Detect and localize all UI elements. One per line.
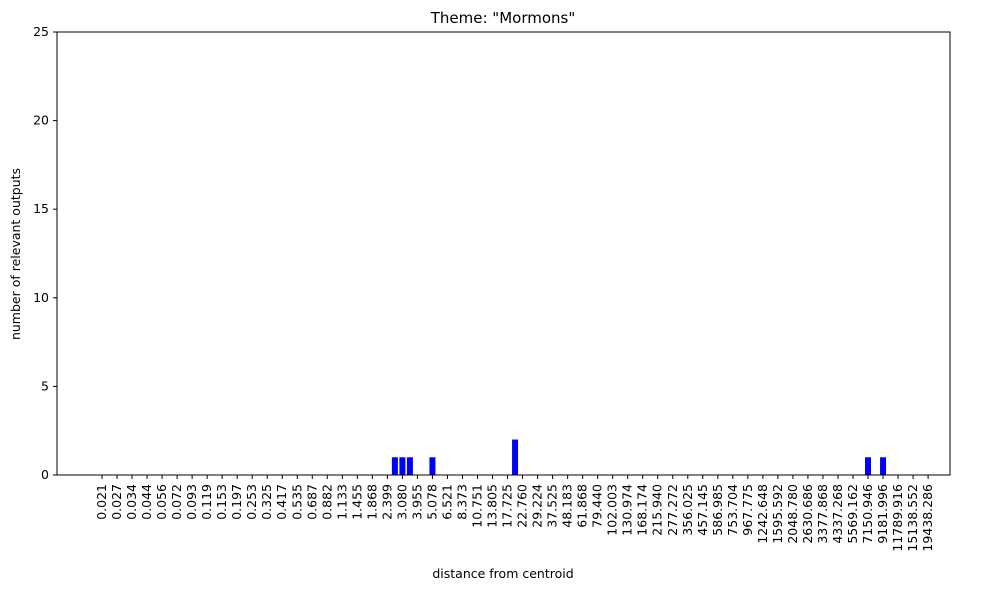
x-tick-label: 8.373 <box>454 484 469 520</box>
x-tick-label: 5569.162 <box>845 484 860 544</box>
x-tick-label: 586.985 <box>710 484 725 536</box>
x-tick-label: 1242.648 <box>755 484 770 544</box>
bar <box>880 457 887 475</box>
x-tick-label: 457.145 <box>695 484 710 536</box>
bar <box>399 457 406 475</box>
x-tick-label: 0.535 <box>289 484 304 520</box>
x-tick-label: 0.056 <box>154 484 169 520</box>
x-tick-label: 168.174 <box>635 484 650 536</box>
x-tick-label: 0.882 <box>319 484 334 520</box>
x-tick-label: 5.078 <box>424 484 439 520</box>
x-tick-label: 3377.868 <box>815 484 830 544</box>
x-tick-label: 2.399 <box>379 484 394 520</box>
x-tick-label: 0.072 <box>169 484 184 520</box>
y-tick-label: 0 <box>41 467 49 482</box>
x-tick-label: 0.417 <box>274 484 289 520</box>
x-tick-label: 130.974 <box>620 484 635 536</box>
x-tick-label: 6.521 <box>439 484 454 520</box>
x-tick-label: 753.704 <box>725 484 740 536</box>
y-tick-label: 20 <box>33 113 49 128</box>
x-tick-label: 0.027 <box>109 484 124 520</box>
x-tick-label: 79.440 <box>590 484 605 528</box>
x-tick-label: 2630.686 <box>800 484 815 544</box>
x-tick-label: 17.725 <box>500 484 515 528</box>
x-tick-label: 37.525 <box>545 484 560 528</box>
x-tick-label: 22.760 <box>515 484 530 528</box>
x-tick-label: 1.133 <box>334 484 349 520</box>
y-tick-label: 5 <box>41 378 49 393</box>
x-tick-label: 1595.592 <box>770 484 785 544</box>
x-axis-label: distance from centroid <box>432 566 573 581</box>
bar <box>406 457 413 475</box>
x-tick-label: 0.253 <box>244 484 259 520</box>
x-tick-label: 13.805 <box>485 484 500 528</box>
x-tick-label: 7150.946 <box>860 484 875 544</box>
bar <box>865 457 872 475</box>
x-tick-label: 1.868 <box>364 484 379 520</box>
x-tick-label: 0.197 <box>229 484 244 520</box>
x-tick-label: 0.093 <box>184 484 199 520</box>
x-tick-label: 61.868 <box>575 484 590 528</box>
x-tick-label: 4337.268 <box>830 484 845 544</box>
y-tick-label: 10 <box>33 290 49 305</box>
x-tick-label: 10.751 <box>470 484 485 528</box>
x-tick-label: 967.775 <box>740 484 755 536</box>
x-tick-label: 102.003 <box>605 484 620 536</box>
x-tick-label: 15138.552 <box>905 484 920 552</box>
y-tick-label: 15 <box>33 201 49 216</box>
x-tick-label: 3.080 <box>394 484 409 520</box>
bar <box>429 457 436 475</box>
y-axis-label: number of relevant outputs <box>8 168 23 340</box>
x-tick-label: 0.153 <box>214 484 229 520</box>
x-tick-label: 29.224 <box>530 484 545 528</box>
x-tick-label: 277.272 <box>665 484 680 536</box>
chart-title: Theme: "Mormons" <box>430 9 576 27</box>
x-tick-label: 11789.916 <box>890 484 905 552</box>
x-tick-label: 215.940 <box>650 484 665 536</box>
x-tick-label: 48.183 <box>560 484 575 528</box>
x-tick-label: 356.025 <box>680 484 695 536</box>
plot-frame <box>56 31 951 476</box>
x-tick-label: 0.325 <box>259 484 274 520</box>
x-tick-label: 1.455 <box>349 484 364 520</box>
x-tick-label: 9181.996 <box>875 484 890 544</box>
x-tick-label: 0.687 <box>304 484 319 520</box>
y-tick-label: 25 <box>33 24 49 39</box>
x-tick-label: 2048.780 <box>785 484 800 544</box>
x-tick-label: 0.044 <box>139 484 154 520</box>
x-tick-label: 0.021 <box>94 484 109 520</box>
x-tick-label: 19438.286 <box>920 484 935 552</box>
x-tick-label: 0.034 <box>124 484 139 520</box>
x-tick-label: 0.119 <box>199 484 214 520</box>
x-tick-label: 3.955 <box>409 484 424 520</box>
bar <box>391 457 398 475</box>
bar <box>512 439 519 475</box>
